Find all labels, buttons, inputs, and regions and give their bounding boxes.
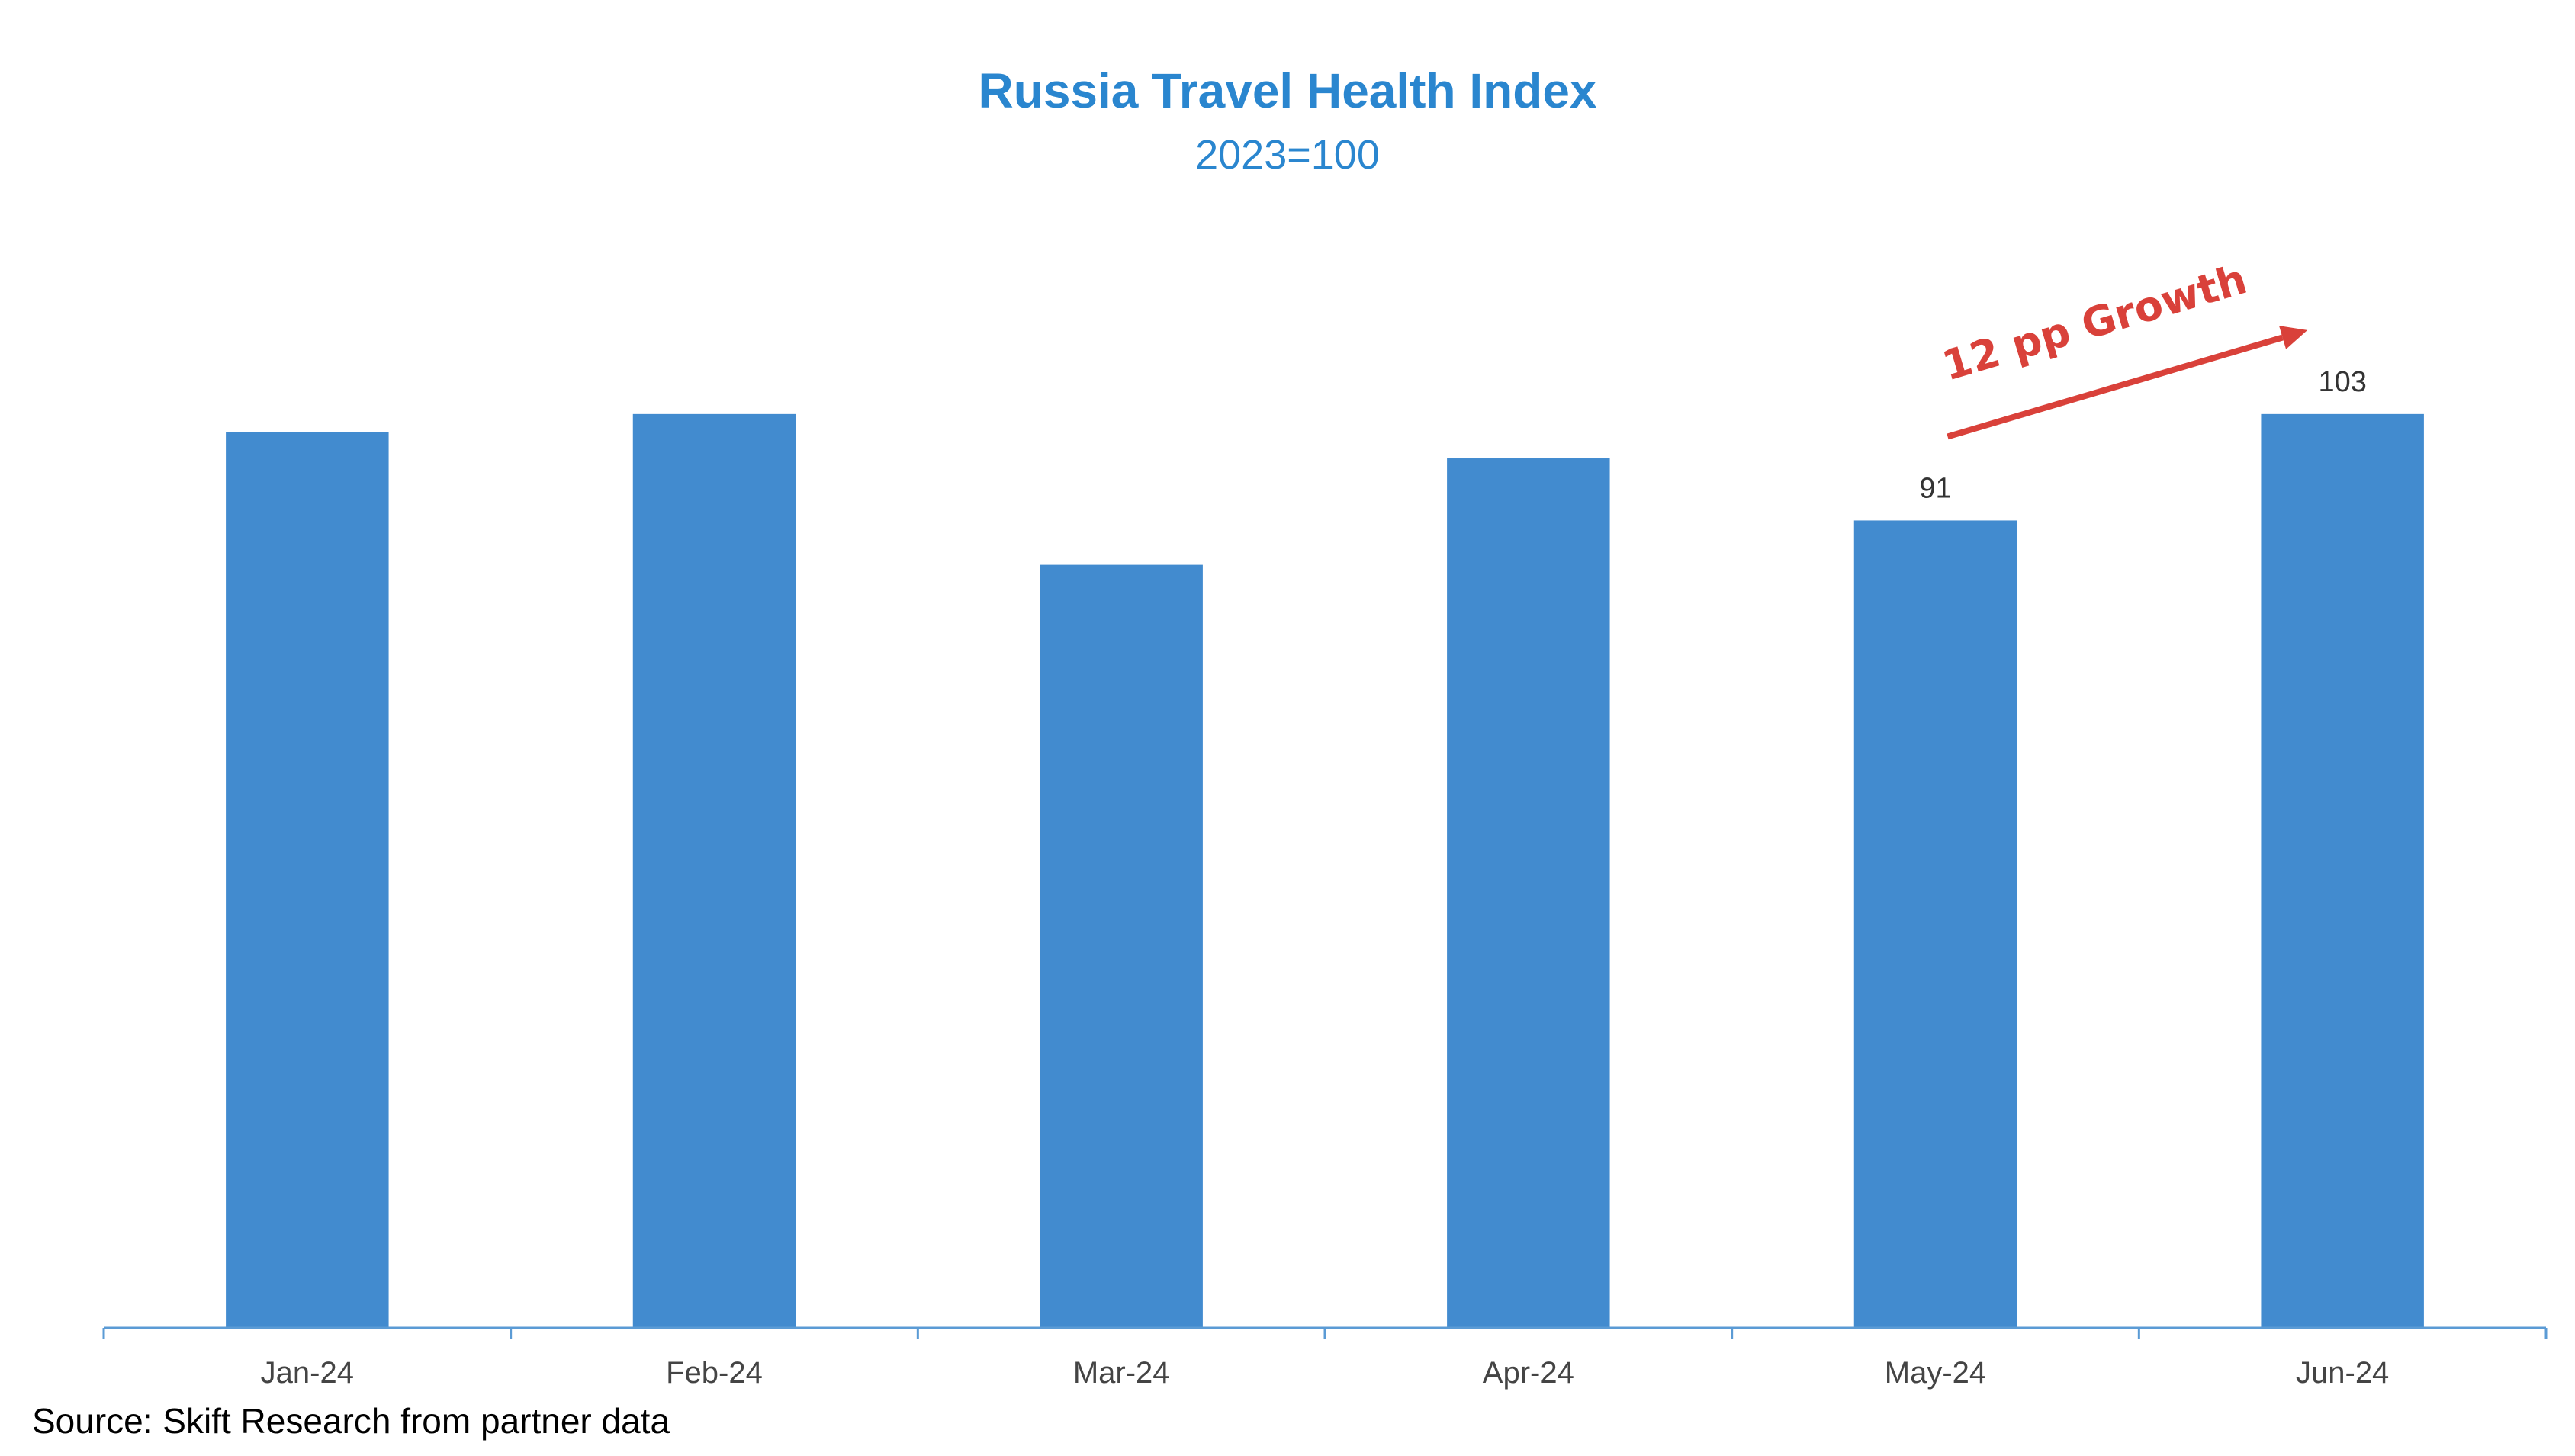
x-tick-label-mar-24: Mar-24 (1073, 1356, 1170, 1390)
data-label-jun-24: 103 (2318, 366, 2366, 398)
chart-title: Russia Travel Health Index (978, 63, 1597, 118)
growth-annotation-label: 12 pp Growth (1937, 255, 2252, 390)
x-tick-label-jan-24: Jan-24 (261, 1356, 354, 1390)
source-note: Source: Skift Research from partner data (32, 1401, 670, 1441)
bar-jun-24 (2261, 413, 2424, 1328)
bar-may-24 (1853, 520, 2017, 1328)
bar-mar-24 (1040, 564, 1203, 1328)
growth-arrow-line (1947, 334, 2284, 440)
x-tick-label-apr-24: Apr-24 (1483, 1356, 1574, 1390)
x-tick-label-jun-24: Jun-24 (2296, 1356, 2389, 1390)
growth-arrow-head (2279, 326, 2308, 349)
x-tick-label-feb-24: Feb-24 (666, 1356, 763, 1390)
data-label-may-24: 91 (1919, 472, 1951, 504)
bar-apr-24 (1447, 458, 1610, 1328)
bar-jan-24 (226, 432, 389, 1328)
x-tick-label-may-24: May-24 (1885, 1356, 1986, 1390)
chart-subtitle: 2023=100 (1195, 132, 1380, 178)
bar-feb-24 (632, 413, 796, 1328)
